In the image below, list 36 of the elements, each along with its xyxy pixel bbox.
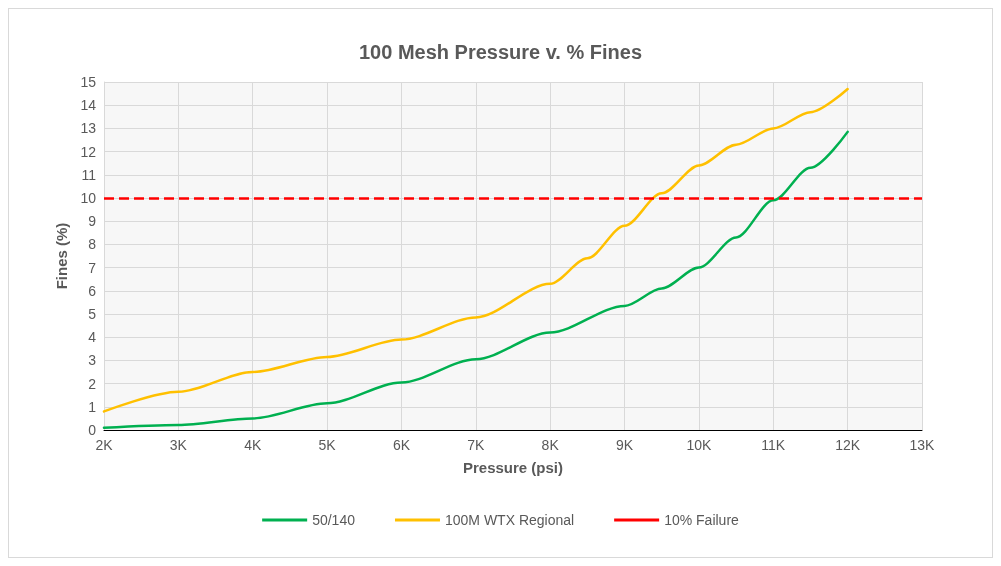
y-tick-label: 5 bbox=[88, 306, 97, 322]
y-tick-label: 1 bbox=[88, 398, 97, 415]
x-tick-label: 5K bbox=[318, 437, 337, 453]
y-tick-label: 14 bbox=[80, 97, 97, 114]
y-tick-label: 12 bbox=[80, 143, 97, 160]
x-tick-label: 13K bbox=[909, 437, 936, 453]
legend-label: 100M WTX Regional bbox=[444, 512, 575, 528]
y-tick-label: 10 bbox=[80, 190, 97, 206]
y-tick-label: 4 bbox=[88, 329, 97, 346]
x-tick-label: 7K bbox=[467, 437, 486, 453]
x-tick-label: 8K bbox=[541, 437, 560, 453]
x-tick-label: 11K bbox=[761, 437, 786, 453]
y-tick-label: 11 bbox=[81, 166, 97, 183]
y-tick-label: 2 bbox=[88, 375, 97, 392]
line-series bbox=[102, 130, 849, 429]
x-tick-label: 10K bbox=[686, 437, 713, 453]
y-tick-label: 0 bbox=[88, 422, 97, 438]
y-tick-label: 6 bbox=[88, 282, 97, 299]
y-tick-label: 15 bbox=[80, 74, 97, 90]
y-axis-title: Fines (%) bbox=[53, 222, 70, 290]
y-tick-label: 13 bbox=[80, 120, 97, 137]
legend-label: 50/140 bbox=[312, 512, 356, 528]
x-axis-title: Pressure (psi) bbox=[462, 459, 564, 476]
x-tick-label: 2K bbox=[95, 437, 114, 453]
line-series bbox=[102, 87, 849, 413]
y-tick-label: 3 bbox=[88, 352, 97, 369]
x-tick-label: 4K bbox=[244, 437, 262, 453]
y-tick-label: 9 bbox=[88, 213, 97, 230]
legend-label: 10% Failure bbox=[664, 512, 740, 528]
x-tick-label: 3K bbox=[169, 437, 188, 453]
y-tick-label: 8 bbox=[88, 236, 97, 253]
x-tick-label: 9K bbox=[615, 437, 634, 453]
x-tick-label: 6K bbox=[392, 437, 411, 453]
chart-title: 100 Mesh Pressure v. % Fines bbox=[358, 41, 643, 63]
y-tick-label: 7 bbox=[88, 259, 97, 276]
x-tick-label: 12K bbox=[835, 437, 861, 453]
